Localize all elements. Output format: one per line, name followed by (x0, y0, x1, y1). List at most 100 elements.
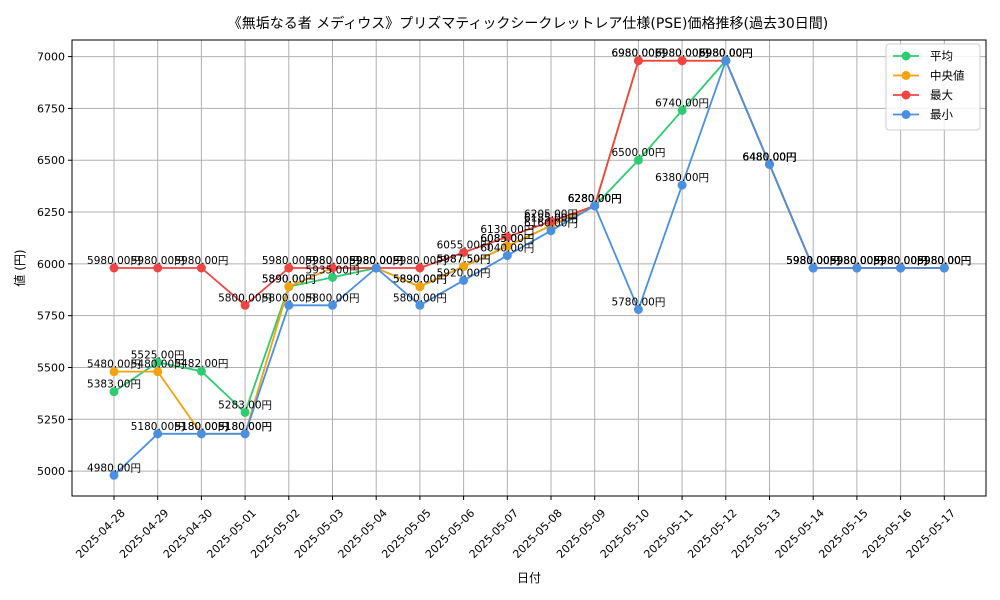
data-label: 6280.00円 (568, 193, 622, 205)
axis-ticks: 2025-04-282025-04-292025-04-302025-05-01… (37, 51, 958, 561)
data-label: 5180.00円 (174, 421, 228, 433)
data-label: 5980.00円 (830, 255, 884, 267)
data-point (240, 300, 250, 310)
data-point (284, 263, 294, 273)
data-label: 5180.00円 (218, 421, 272, 433)
data-label: 5480.00円 (131, 359, 185, 371)
plot-frame (71, 39, 987, 497)
y-tick-label: 5250 (37, 413, 65, 426)
y-axis-label: 値 (円) (12, 249, 27, 286)
data-label: 6160.00円 (524, 218, 578, 230)
data-label: 6480.00円 (743, 151, 797, 163)
data-label: 5920.00円 (437, 267, 491, 279)
data-point (109, 470, 119, 480)
data-label: 6380.00円 (655, 172, 709, 184)
legend-box (885, 43, 981, 131)
data-point (415, 263, 425, 273)
data-point (502, 241, 512, 251)
data-point (459, 275, 469, 285)
data-label: 5800.00円 (393, 292, 447, 304)
legend-marker (901, 90, 911, 100)
data-point (546, 226, 556, 236)
data-point (502, 251, 512, 261)
data-label: 6980.00円 (655, 48, 709, 60)
data-point (896, 263, 906, 273)
data-point (677, 180, 687, 190)
y-tick-label: 5000 (37, 465, 65, 478)
x-axis-label: 日付 (517, 571, 541, 585)
data-point (328, 263, 337, 273)
data-label: 5987.50円 (437, 253, 491, 265)
data-label: 6480.00円 (743, 151, 797, 163)
data-label: 5980.00円 (917, 255, 971, 267)
legend-label: 中央値 (930, 69, 965, 83)
data-label: 5980.00円 (786, 255, 840, 267)
data-point (765, 159, 774, 169)
legend-label: 最小 (930, 108, 953, 122)
data-point (240, 429, 250, 439)
data-label: 5980.00円 (917, 255, 971, 267)
data-label: 5980.00円 (830, 255, 884, 267)
data-label: 5180.00円 (174, 421, 228, 433)
data-label: 6980.00円 (699, 48, 753, 60)
data-point (721, 56, 731, 66)
data-point (196, 429, 206, 439)
data-label: 6205.00円 (524, 208, 578, 220)
data-point (459, 261, 469, 271)
data-point (633, 56, 643, 66)
data-label: 5980.00円 (874, 255, 928, 267)
data-label: 5980.00円 (349, 255, 403, 267)
data-point (633, 155, 643, 165)
y-tick-label: 6500 (37, 154, 65, 167)
data-label: 6280.00円 (568, 193, 622, 205)
data-point (939, 263, 949, 273)
data-point (371, 263, 381, 273)
data-label: 5525.00円 (131, 349, 185, 361)
data-label: 5980.00円 (786, 255, 840, 267)
data-label: 6085.00円 (480, 233, 534, 245)
data-label: 5980.00円 (874, 255, 928, 267)
data-point (328, 300, 337, 310)
y-tick-label: 6250 (37, 206, 65, 219)
data-label: 5383.00円 (87, 379, 141, 391)
data-label: 5980.00円 (349, 255, 403, 267)
data-label: 5180.00円 (131, 421, 185, 433)
y-tick-label: 7000 (37, 51, 65, 64)
data-point (415, 300, 425, 310)
data-label: 6980.00円 (699, 48, 753, 60)
data-point (153, 357, 163, 367)
legend-label: 最大 (930, 88, 953, 102)
data-point (328, 272, 337, 282)
data-point (109, 387, 119, 397)
data-point (196, 366, 206, 376)
data-label: 6480.00円 (743, 151, 797, 163)
data-label: 5980.00円 (786, 255, 840, 267)
data-label: 5980.00円 (262, 255, 316, 267)
data-label: 6185.00円 (524, 213, 578, 225)
data-label: 4980.00円 (87, 462, 141, 474)
data-label: 5987.50円 (437, 253, 491, 265)
data-point (284, 282, 294, 292)
chart-title: 《無垢なる者 メディウス》プリズマティックシークレットレア仕様(PSE)価格推移… (228, 15, 828, 32)
data-label: 5480.00円 (87, 359, 141, 371)
data-label: 5980.00円 (349, 255, 403, 267)
data-label: 5283.00円 (218, 399, 272, 411)
series-layer (109, 56, 949, 480)
y-tick-label: 6000 (37, 258, 65, 271)
data-point (633, 304, 643, 314)
data-label: 5980.00円 (306, 255, 360, 267)
data-label: 6280.00円 (568, 193, 622, 205)
data-label: 5980.00円 (830, 255, 884, 267)
data-point (808, 263, 818, 273)
data-label: 5890.00円 (393, 274, 447, 286)
data-point (677, 56, 687, 66)
data-point (502, 232, 512, 242)
data-label: 5980.00円 (131, 255, 185, 267)
legend-marker (901, 51, 911, 61)
data-label: 5980.00円 (87, 255, 141, 267)
y-tick-label: 6750 (37, 102, 65, 115)
grid-lines (72, 40, 986, 496)
